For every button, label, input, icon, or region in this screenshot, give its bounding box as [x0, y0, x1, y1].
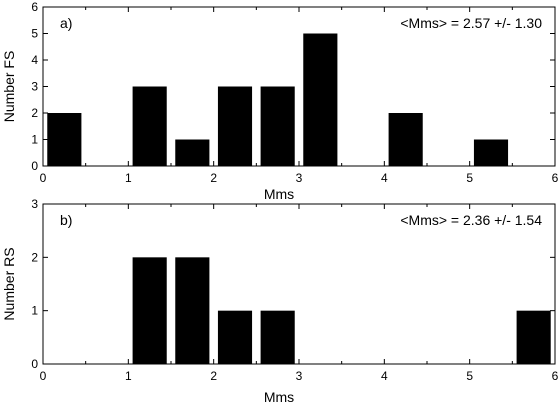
- panel-label: b): [60, 212, 72, 228]
- bar: [303, 33, 338, 166]
- y-tick-label: 2: [31, 106, 38, 120]
- bar: [516, 310, 551, 364]
- bar: [473, 139, 509, 166]
- panel-a: 0 1 2 3 4 5 6 0 1 2 3 4 5 6 Mms Number FS a) <Mms> = 2.57…: [1, 0, 559, 202]
- x-tick-label: 2: [210, 171, 217, 185]
- bar: [175, 139, 210, 166]
- bar: [132, 86, 167, 166]
- bar: [260, 86, 295, 166]
- y-tick-label: 0: [31, 357, 38, 371]
- bar: [260, 310, 295, 364]
- x-tick-label: 3: [296, 369, 303, 383]
- bar: [217, 310, 253, 364]
- x-tick-label: 0: [40, 171, 47, 185]
- x-tick-label: 6: [552, 171, 559, 185]
- bar: [175, 257, 210, 364]
- x-tick-label: 5: [466, 171, 473, 185]
- x-tick-label: 5: [466, 369, 473, 383]
- plot-frame: [42, 203, 556, 365]
- bar: [47, 113, 82, 166]
- x-axis-label: Mms: [264, 186, 294, 202]
- x-tick-label: 4: [381, 171, 388, 185]
- y-tick-label: 2: [31, 250, 38, 264]
- y-tick-label: 1: [31, 133, 38, 147]
- x-tick-label: 3: [296, 171, 303, 185]
- bar: [132, 257, 167, 364]
- mean-annotation: <Mms> = 2.57 +/- 1.30: [400, 15, 542, 31]
- y-tick-label: 1: [31, 304, 38, 318]
- y-axis-label: Number FS: [1, 51, 17, 123]
- y-tick-label: 4: [31, 53, 38, 67]
- x-tick-label: 0: [40, 369, 47, 383]
- y-tick-label: 0: [31, 159, 38, 173]
- y-tick-label: 3: [31, 197, 38, 211]
- x-tick-label: 4: [381, 369, 388, 383]
- y-tick-label: 3: [31, 80, 38, 94]
- y-tick-label: 5: [31, 27, 38, 41]
- x-axis-label: Mms: [264, 389, 294, 405]
- x-tick-label: 6: [552, 369, 559, 383]
- x-tick-label: 1: [125, 171, 132, 185]
- bar: [388, 113, 423, 166]
- y-axis-label: Number RS: [1, 247, 17, 320]
- x-tick-label: 1: [125, 369, 132, 383]
- y-tick-label: 6: [31, 0, 38, 14]
- x-tick-label: 2: [210, 369, 217, 383]
- mean-annotation: <Mms> = 2.36 +/- 1.54: [400, 212, 542, 228]
- panel-label: a): [60, 15, 72, 31]
- bar: [217, 86, 253, 166]
